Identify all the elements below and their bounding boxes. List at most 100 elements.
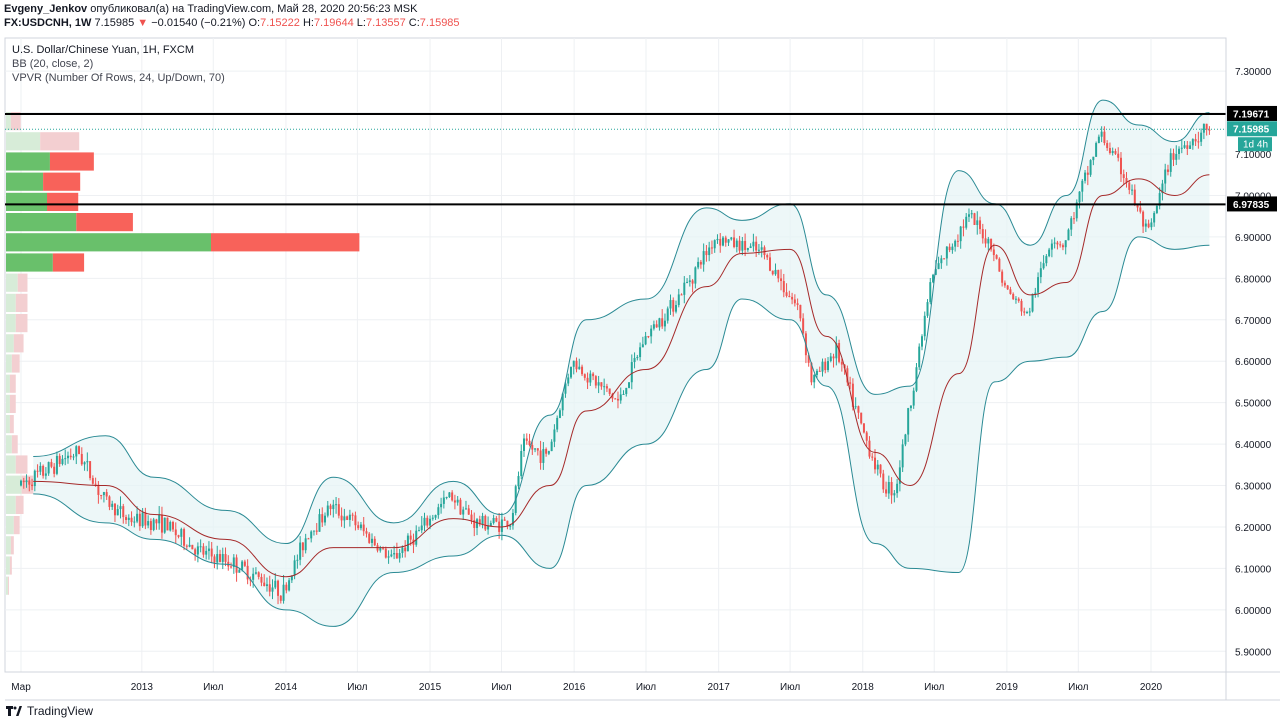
candle-body (818, 370, 821, 372)
candle-body (1014, 298, 1017, 300)
candle-body (1180, 147, 1183, 149)
candle-body (423, 517, 426, 526)
candle-body (984, 238, 987, 244)
candle-body (1078, 191, 1081, 203)
candle-body (205, 550, 208, 555)
volume-profile-down-bar (15, 495, 24, 514)
candle-body (492, 517, 495, 524)
y-tick-label: 6.00000 (1235, 606, 1272, 617)
candle-body (860, 412, 863, 424)
candle-body (370, 538, 373, 543)
candle-body (351, 514, 354, 516)
candle-body (768, 257, 771, 271)
author-name[interactable]: Evgeny_Jenkov (4, 3, 88, 15)
candle-body (564, 383, 567, 394)
candle-body (523, 438, 526, 452)
candle-body (636, 357, 639, 359)
candle-body (586, 377, 589, 383)
candle-body (760, 247, 763, 250)
candle-body (534, 448, 537, 450)
volume-profile-up-bar (6, 455, 16, 474)
volume-profile-up-bar (6, 293, 16, 312)
candle-body (199, 546, 202, 548)
candle-body (470, 514, 473, 521)
level-price-tag-label: 7.19671 (1233, 109, 1270, 120)
candle-body (47, 462, 50, 474)
candle-body (918, 346, 921, 368)
candle-body (72, 456, 75, 458)
candle-body (152, 519, 155, 530)
candle-body (409, 535, 412, 540)
last-price: 7.15985 (94, 17, 135, 29)
bollinger-legend[interactable]: BB (20, close, 2) (12, 58, 94, 70)
candle-body (658, 318, 661, 328)
y-tick-label: 7.10000 (1235, 150, 1272, 161)
candle-body (216, 554, 219, 563)
current-price-tag-label: 7.15985 (1233, 125, 1270, 136)
candle-body (829, 356, 832, 362)
candle-body (25, 480, 28, 483)
candle-body (1133, 189, 1136, 205)
candle-body (970, 213, 973, 215)
candle-body (1045, 256, 1048, 264)
candle-body (406, 535, 409, 552)
candle-body (1108, 148, 1111, 154)
candle-body (324, 515, 327, 523)
tradingview-logo-icon (6, 706, 22, 716)
volume-profile-down-bar (40, 132, 80, 151)
candle-body (1067, 229, 1070, 241)
candle-body (578, 366, 581, 370)
candle-body (628, 382, 631, 388)
candle-body (699, 261, 702, 265)
volume-profile-up-bar (6, 536, 11, 555)
candle-body (89, 461, 92, 479)
candle-body (644, 336, 647, 345)
candle-body (716, 238, 719, 241)
candle-body (221, 554, 224, 562)
candle-body (1119, 157, 1122, 175)
candle-body (69, 455, 72, 458)
candle-body (260, 576, 263, 583)
candle-body (453, 500, 456, 503)
candle-body (592, 373, 595, 377)
candle-body (1072, 218, 1075, 220)
candle-body (1128, 182, 1131, 190)
candle-body (1042, 263, 1045, 269)
candle-body (390, 554, 393, 557)
volume-profile-up-bar (6, 374, 10, 393)
volume-profile-up-bar (6, 314, 16, 333)
candle-body (1111, 151, 1114, 154)
candle-body (160, 514, 163, 533)
candle-body (55, 455, 58, 474)
candle-body (766, 255, 769, 258)
volume-profile-down-bar (76, 213, 133, 232)
candle-body (597, 382, 600, 386)
candle-body (567, 377, 570, 384)
candle-body (495, 517, 498, 522)
candle-body (138, 513, 141, 527)
candle-body (290, 575, 293, 581)
candle-body (1056, 242, 1059, 245)
x-tick-label: 2014 (275, 682, 298, 693)
candle-body (94, 483, 97, 485)
candle-body (315, 530, 318, 532)
candle-body (661, 318, 664, 327)
candle-body (340, 515, 343, 521)
candle-body (147, 521, 150, 526)
candle-body (727, 239, 730, 243)
vpvr-legend[interactable]: VPVR (Number Of Rows, 24, Up/Down, 70) (12, 72, 225, 84)
candle-body (907, 408, 910, 435)
candle-body (862, 423, 865, 433)
candle-body (279, 595, 282, 601)
candle-body (141, 512, 144, 527)
candle-body (851, 383, 854, 408)
footer-brand[interactable]: TradingView (6, 704, 93, 718)
candle-body (1095, 143, 1098, 157)
indicator-legend: U.S. Dollar/Chinese Yuan, 1H, FXCM BB (2… (12, 43, 225, 85)
candle-body (116, 509, 119, 516)
volume-profile-down-bar (211, 233, 360, 252)
x-tick-label: 2013 (131, 682, 154, 693)
candle-body (909, 405, 912, 409)
candle-body (398, 552, 401, 559)
